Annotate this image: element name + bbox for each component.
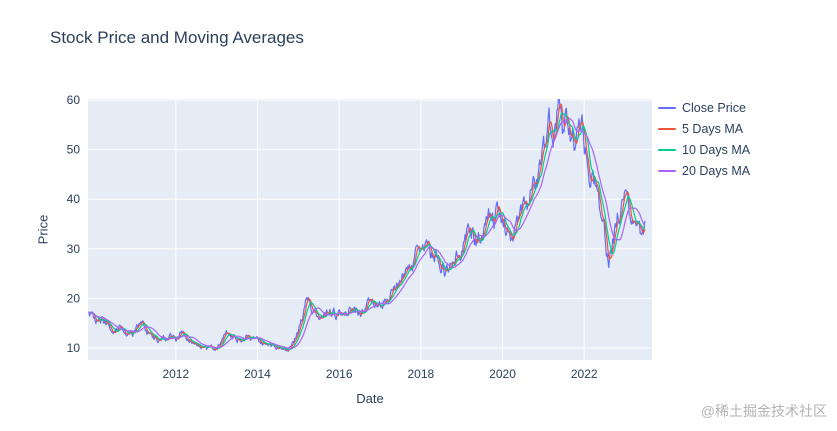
y-tick-label: 60	[67, 93, 81, 107]
legend: Close Price 5 Days MA 10 Days MA 20 Days…	[658, 101, 750, 178]
legend-item-20-days-ma[interactable]: 20 Days MA	[658, 164, 750, 178]
watermark: @稀土掘金技术社区	[700, 403, 827, 419]
series-line-20-days-ma	[88, 117, 646, 350]
legend-swatch-close-price	[658, 106, 676, 110]
y-axis-title: Price	[35, 214, 51, 245]
legend-swatch-20-days-ma	[658, 169, 676, 173]
plot-background	[88, 99, 652, 360]
legend-label: 5 Days MA	[682, 122, 744, 136]
x-tick-label: 2020	[489, 367, 516, 381]
legend-swatch-10-days-ma	[658, 148, 676, 152]
legend-label: 20 Days MA	[682, 164, 751, 178]
y-tick-label: 20	[67, 291, 81, 305]
legend-swatch-5-days-ma	[658, 127, 676, 131]
legend-item-5-days-ma[interactable]: 5 Days MA	[658, 122, 750, 136]
legend-item-10-days-ma[interactable]: 10 Days MA	[658, 143, 750, 157]
legend-item-close-price[interactable]: Close Price	[658, 101, 750, 115]
x-tick-label: 2012	[162, 367, 189, 381]
y-tick-label: 10	[67, 341, 81, 355]
chart-title: Stock Price and Moving Averages	[50, 28, 304, 47]
series-line-5-days-ma	[88, 103, 646, 352]
series-line-close-price	[88, 99, 646, 352]
y-tick-label: 50	[67, 143, 81, 157]
y-tick-label: 30	[67, 242, 81, 256]
x-axis-title: Date	[356, 391, 384, 406]
x-tick-label: 2018	[407, 367, 434, 381]
legend-label: Close Price	[682, 101, 746, 115]
legend-label: 10 Days MA	[682, 143, 751, 157]
x-tick-label: 2014	[244, 367, 271, 381]
x-tick-label: 2016	[326, 367, 353, 381]
x-tick-label: 2022	[571, 367, 598, 381]
y-tick-label: 40	[67, 192, 81, 206]
